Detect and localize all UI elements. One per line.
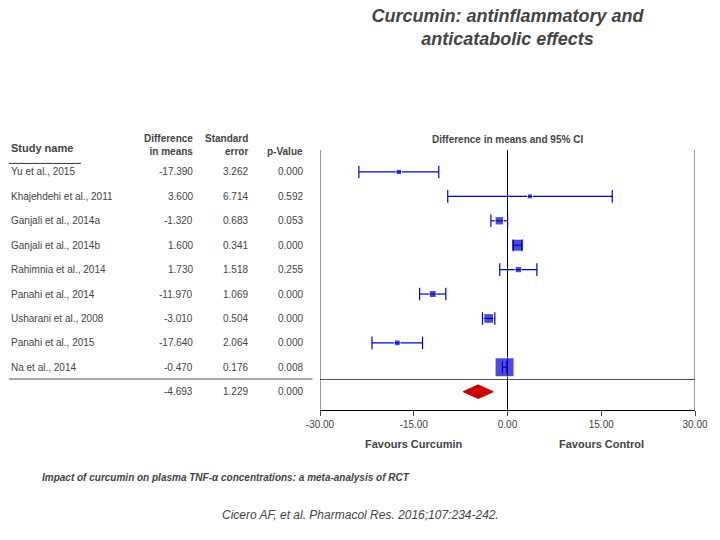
svg-text:Ganjali et al., 2014b: Ganjali et al., 2014b: [11, 240, 100, 251]
svg-text:0.000: 0.000: [278, 386, 303, 397]
svg-text:0.504: 0.504: [223, 313, 248, 324]
svg-text:-15.00: -15.00: [400, 419, 429, 430]
svg-text:0.008: 0.008: [278, 362, 303, 373]
svg-text:15.00: 15.00: [589, 419, 614, 430]
svg-text:3.262: 3.262: [223, 166, 248, 177]
svg-text:Na et al., 2014: Na et al., 2014: [11, 362, 76, 373]
svg-text:30.00: 30.00: [682, 419, 707, 430]
svg-text:1.069: 1.069: [223, 289, 248, 300]
svg-text:Difference in means and 95% CI: Difference in means and 95% CI: [432, 134, 583, 145]
svg-text:0.000: 0.000: [278, 166, 303, 177]
svg-text:Differencein means: Differencein means: [144, 133, 193, 157]
svg-text:2.064: 2.064: [223, 337, 248, 348]
svg-text:Impact of curcumin on plasma T: Impact of curcumin on plasma TNF-α conce…: [42, 472, 410, 483]
svg-text:0.341: 0.341: [223, 240, 248, 251]
svg-text:-3.010: -3.010: [164, 313, 193, 324]
svg-text:0.255: 0.255: [278, 264, 303, 275]
svg-text:-30.00: -30.00: [306, 419, 335, 430]
svg-text:-1.320: -1.320: [164, 215, 193, 226]
svg-text:1.600: 1.600: [168, 240, 193, 251]
svg-text:p-Value: p-Value: [267, 146, 303, 157]
svg-text:-17.640: -17.640: [159, 337, 193, 348]
svg-text:1.730: 1.730: [168, 264, 193, 275]
svg-text:3.600: 3.600: [168, 191, 193, 202]
svg-text:Favours Control: Favours Control: [559, 438, 644, 450]
svg-text:Khajehdehi et al., 2011: Khajehdehi et al., 2011: [11, 191, 113, 202]
svg-text:0.592: 0.592: [278, 191, 303, 202]
svg-text:0.000: 0.000: [278, 289, 303, 300]
svg-text:Cicero AF, et al. Pharmacol Re: Cicero AF, et al. Pharmacol Res. 2016;10…: [222, 508, 499, 522]
svg-text:0.683: 0.683: [223, 215, 248, 226]
svg-text:Usharani et al., 2008: Usharani et al., 2008: [11, 313, 104, 324]
svg-text:-0.470: -0.470: [164, 362, 193, 373]
svg-text:Panahi et al., 2015: Panahi et al., 2015: [11, 337, 95, 348]
svg-text:Curcumin: antinflammatory anda: Curcumin: antinflammatory andanticatabol…: [371, 6, 644, 49]
svg-text:1.229: 1.229: [223, 386, 248, 397]
svg-text:-4.693: -4.693: [164, 386, 193, 397]
svg-text:6.714: 6.714: [223, 191, 248, 202]
svg-text:0.053: 0.053: [278, 215, 303, 226]
svg-text:-11.970: -11.970: [159, 289, 193, 300]
svg-text:0.00: 0.00: [498, 419, 518, 430]
svg-text:Ganjali et al., 2014a: Ganjali et al., 2014a: [11, 215, 100, 226]
svg-text:-17.390: -17.390: [159, 166, 193, 177]
svg-text:Panahi et al., 2014: Panahi et al., 2014: [11, 289, 95, 300]
svg-text:0.000: 0.000: [278, 240, 303, 251]
svg-text:Standarderror: Standarderror: [205, 133, 248, 157]
svg-text:0.000: 0.000: [278, 337, 303, 348]
svg-text:0.000: 0.000: [278, 313, 303, 324]
svg-text:Yu et al., 2015: Yu et al., 2015: [11, 166, 75, 177]
svg-text:Favours Curcumin: Favours Curcumin: [365, 438, 462, 450]
svg-text:Rahimnia et al., 2014: Rahimnia et al., 2014: [11, 264, 106, 275]
svg-text:1.518: 1.518: [223, 264, 248, 275]
svg-text:0.176: 0.176: [223, 362, 248, 373]
svg-text:Study name: Study name: [11, 142, 73, 154]
